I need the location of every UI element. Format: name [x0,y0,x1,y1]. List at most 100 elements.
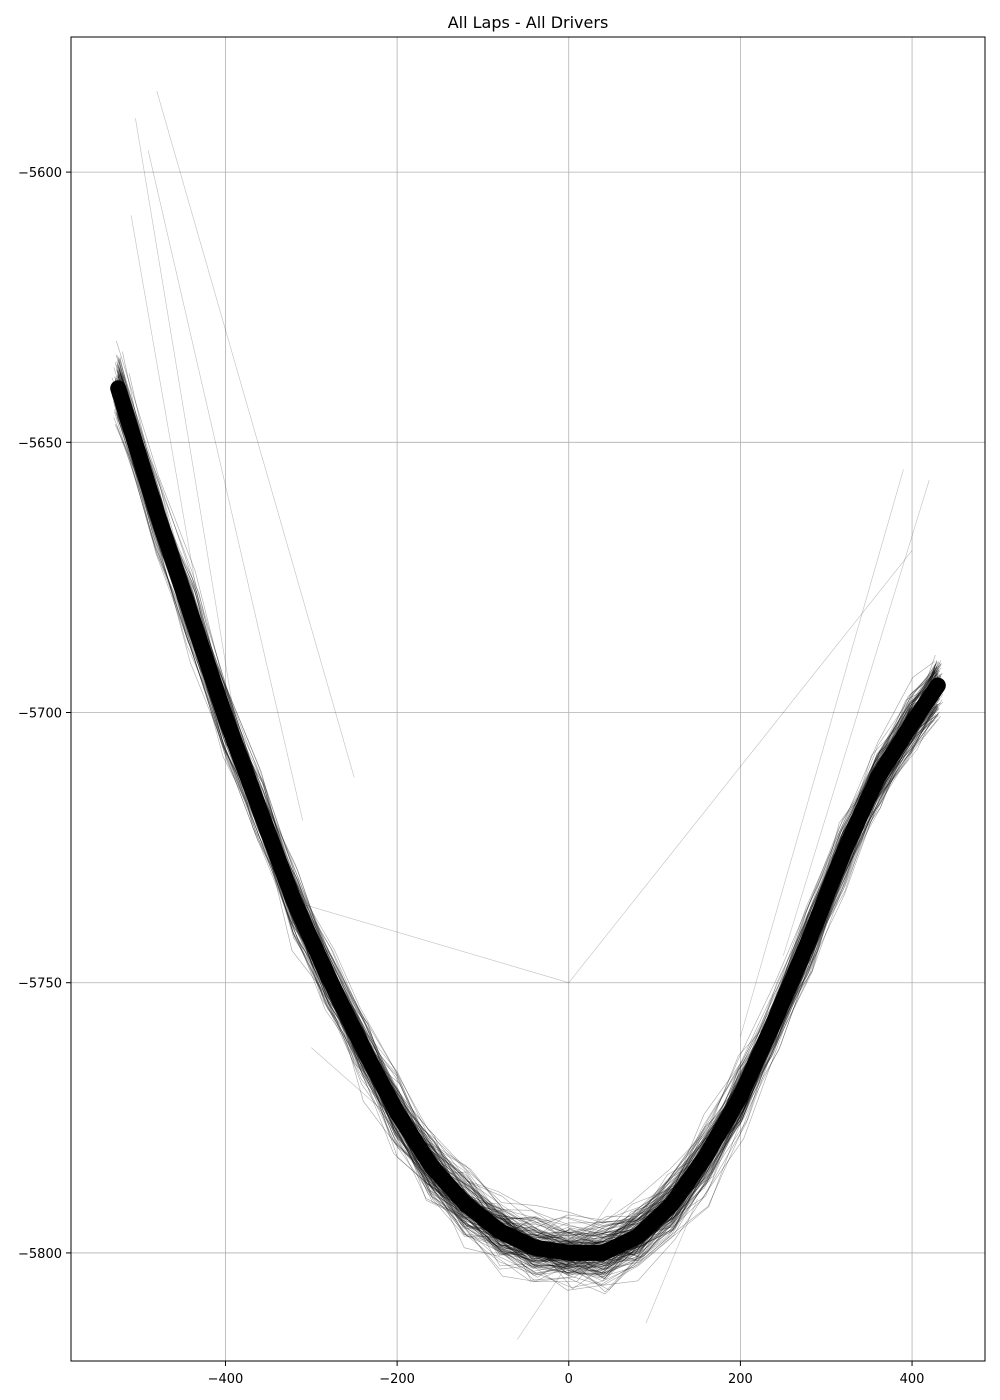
outlier-trace [568,550,913,983]
lap-trace [117,369,939,1230]
lap-trace [119,387,936,1252]
outlier-trace [783,480,930,956]
y-tick-label: −5650 [18,436,62,451]
lap-trace [115,362,941,1266]
lap-trace [118,399,941,1266]
lap-trace [114,391,937,1266]
lap-trace [119,356,939,1242]
lap-trace [117,362,936,1243]
lap-trace [116,393,937,1263]
lap-trace [118,371,939,1248]
x-tick-label: 400 [900,1372,925,1387]
lap-trace [120,373,940,1236]
lap-trace [121,387,936,1264]
lap-trace [114,411,939,1286]
lap-trace [116,381,937,1256]
lap-trace [115,389,941,1250]
lap-trace [117,384,942,1265]
outlier-trace [294,901,569,983]
lap-trace [117,403,944,1267]
lap-trace [118,402,939,1274]
lap-trace [115,377,936,1271]
lap-trace [121,403,939,1267]
lap-trace [115,395,938,1238]
lap-trace [115,388,935,1264]
lap-trace [116,391,938,1258]
lap-trace [119,373,937,1256]
lap-trace [119,412,935,1274]
lap-trace [117,376,940,1259]
lap-trace [117,411,936,1275]
lap-trace [115,404,940,1274]
lap-trace [119,388,939,1255]
lap-trace [121,386,942,1260]
lap-trace [114,392,938,1278]
lap-trace [116,398,943,1274]
lap-trace [117,365,935,1229]
lap-trace [119,386,935,1250]
lap-trace [116,417,939,1268]
lap-trace [114,377,937,1243]
lap-trace [116,425,939,1295]
lap-trace [118,399,938,1267]
lap-trace [115,378,937,1250]
lap-trace [117,375,937,1259]
lap-trace [117,379,939,1249]
lap-trace [114,380,935,1252]
lap-trace [121,375,938,1243]
lap-trace [116,399,940,1278]
lap-trace [116,383,942,1253]
lap-trace [117,383,937,1263]
lap-trace [114,376,941,1258]
lap-trace [120,408,934,1277]
lap-trace [117,385,936,1252]
lap-trace [114,391,938,1262]
lap-trace [119,367,936,1239]
lap-trace [117,374,938,1239]
lap-trace [118,373,943,1268]
lap-trace [121,390,939,1260]
lap-trace [117,414,935,1276]
lap-trace [120,380,939,1262]
y-tick-label: −5800 [18,1247,62,1262]
lap-trace [118,383,940,1254]
y-axis: −5600 −5650 −5700 −5750 −5800 [18,166,71,1262]
chart-title: All Laps - All Drivers [448,13,609,32]
lap-trace [121,422,937,1291]
lap-trace [115,411,943,1275]
lap-trace [114,404,938,1274]
lap-trace [119,393,937,1272]
lap-trace [117,396,935,1273]
lap-trace [120,373,937,1254]
lap-trace [121,388,938,1281]
lap-trace [114,379,939,1237]
lap-trace [117,388,937,1264]
lap-trace [117,392,940,1279]
outlier-trace [135,118,243,767]
lap-trace [119,401,937,1277]
lap-trace [117,384,937,1245]
lap-trace [122,375,935,1240]
lap-trace [116,370,941,1245]
y-tick-label: −5700 [18,707,62,722]
lap-trace [120,392,937,1268]
lap-trace [119,393,941,1264]
lap-trace [115,407,938,1279]
lap-trace [117,410,939,1276]
x-tick-label: −200 [379,1372,415,1387]
x-tick-label: 200 [728,1372,753,1387]
lap-trace [118,389,939,1268]
x-axis: −400 −200 0 200 400 [208,1361,925,1387]
lap-trace [119,392,938,1262]
outlier-trace [740,469,904,1037]
outlier-trace [156,90,355,778]
outlier-trace [147,150,303,821]
outlier-trace [311,1047,484,1200]
lap-trace [116,415,939,1275]
lap-trace [115,381,939,1248]
lap-trace [117,409,939,1288]
lap-trace [116,405,933,1272]
lap-trace [121,392,938,1262]
lap-trace [117,402,935,1267]
lap-trace [115,381,933,1257]
